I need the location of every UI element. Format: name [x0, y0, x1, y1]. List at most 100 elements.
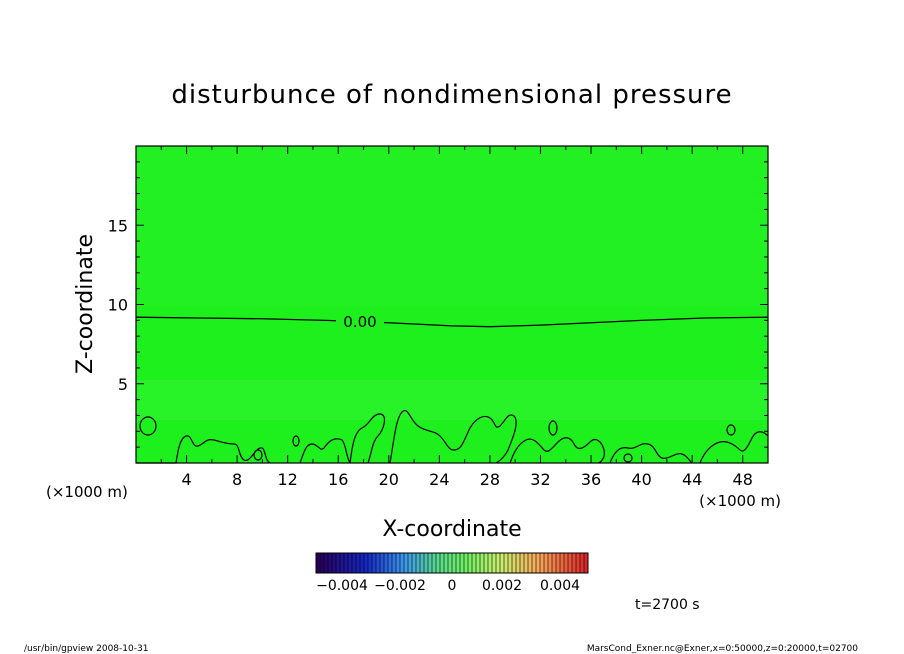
- y-tick-label: 15: [108, 216, 128, 235]
- colorbar-cell: [516, 553, 520, 573]
- surface-contour-loop-2: [292, 435, 300, 447]
- x-unit-left: (×1000 m): [46, 483, 128, 501]
- footer-left: /usr/bin/gpview 2008-10-31: [24, 644, 148, 654]
- colorbar-cell: [360, 553, 364, 573]
- colorbar-cell: [328, 553, 332, 573]
- colorbar-cell: [428, 553, 432, 573]
- field-upper-shade: [136, 146, 768, 306]
- colorbar-cell: [460, 553, 464, 573]
- colorbar-cell: [368, 553, 372, 573]
- y-tick-marks: 5 10 15: [108, 161, 768, 448]
- colorbar-cell: [572, 553, 576, 573]
- y-tick-label: 5: [118, 375, 128, 394]
- colorbar-cell: [532, 553, 536, 573]
- colorbar-cell: [412, 553, 416, 573]
- surface-contour-b: [299, 438, 351, 464]
- colorbar-tick-label: 0: [448, 578, 457, 594]
- colorbar-cell: [432, 553, 436, 573]
- x-tick-label: 12: [278, 470, 298, 489]
- colorbar-cell: [344, 553, 348, 573]
- colorbar: [315, 553, 588, 573]
- x-tick-label: 36: [581, 470, 601, 489]
- colorbar-cell: [332, 553, 336, 573]
- colorbar-cell: [316, 553, 320, 573]
- colorbar-cell: [340, 553, 344, 573]
- colorbar-cell: [468, 553, 472, 573]
- colorbar-cell: [520, 553, 524, 573]
- colorbar-cell: [464, 553, 468, 573]
- x-tick-label: 44: [682, 470, 702, 489]
- colorbar-cell: [584, 553, 588, 573]
- surface-contour-f: [609, 443, 693, 464]
- x-tick-marks: 4 8 12 16 20 24 28 32 36 40 44 48: [160, 146, 753, 489]
- colorbar-tick-label: −0.004: [316, 578, 368, 594]
- colorbar-cell: [552, 553, 556, 573]
- colorbar-cell: [324, 553, 328, 573]
- colorbar-cell: [576, 553, 580, 573]
- colorbar-labels: −0.004 −0.002 0 0.002 0.004: [316, 578, 580, 594]
- colorbar-tick-label: 0.002: [482, 578, 522, 594]
- colorbar-cell: [436, 553, 440, 573]
- surface-contour-g: [699, 431, 769, 464]
- colorbar-cell: [416, 553, 420, 573]
- zero-contour-line: [135, 316, 337, 322]
- colorbar-cell: [448, 553, 452, 573]
- colorbar-cell: [400, 553, 404, 573]
- colorbar-cell: [492, 553, 496, 573]
- x-unit-right: (×1000 m): [699, 492, 781, 510]
- colorbar-cell: [536, 553, 540, 573]
- colorbar-cell: [556, 553, 560, 573]
- colorbar-cell: [444, 553, 448, 573]
- colorbar-cell: [320, 553, 324, 573]
- surface-contour-loop-6: [253, 449, 263, 461]
- colorbar-cell: [488, 553, 492, 573]
- colorbar-cell: [496, 553, 500, 573]
- colorbar-cell: [480, 553, 484, 573]
- colorbar-cell: [440, 553, 444, 573]
- colorbar-cell: [376, 553, 380, 573]
- colorbar-cell: [388, 553, 392, 573]
- zero-contour-line: [383, 316, 769, 328]
- surface-contour-loop-3: [548, 420, 558, 436]
- colorbar-cell: [504, 553, 508, 573]
- x-tick-label: 24: [429, 470, 449, 489]
- colorbar-cell: [472, 553, 476, 573]
- chart-title: disturbunce of nondimensional pressure: [171, 80, 732, 110]
- colorbar-cell: [348, 553, 352, 573]
- colorbar-cell: [352, 553, 356, 573]
- colorbar-frame: [315, 552, 589, 574]
- x-tick-label: 40: [631, 470, 651, 489]
- colorbar-cell: [512, 553, 516, 573]
- colorbar-cell: [384, 553, 388, 573]
- x-tick-label: 16: [328, 470, 348, 489]
- colorbar-cell: [380, 553, 384, 573]
- x-tick-label: 28: [480, 470, 500, 489]
- surface-contour-loop-1: [139, 416, 157, 436]
- colorbar-cell: [364, 553, 368, 573]
- colorbar-cell: [456, 553, 460, 573]
- surface-contour-c: [349, 413, 386, 464]
- surface-contour-loop-4: [726, 424, 736, 436]
- field-lower-shade: [136, 380, 768, 420]
- colorbar-cell: [564, 553, 568, 573]
- x-tick-label: 8: [232, 470, 242, 489]
- surface-contour-d: [389, 410, 517, 464]
- colorbar-cell: [396, 553, 400, 573]
- colorbar-cell: [404, 553, 408, 573]
- zero-contour-group: 0.00: [135, 313, 769, 331]
- surface-contour-a: [136, 435, 271, 464]
- colorbar-cell: [424, 553, 428, 573]
- colorbar-cell: [544, 553, 548, 573]
- x-tick-label: 48: [733, 470, 753, 489]
- x-tick-label: 4: [181, 470, 191, 489]
- footer-right: MarsCond_Exner.nc@Exner,x=0:50000,z=0:20…: [587, 644, 858, 654]
- colorbar-cell: [336, 553, 340, 573]
- colorbar-cell: [568, 553, 572, 573]
- colorbar-cell: [356, 553, 360, 573]
- colorbar-cell: [580, 553, 584, 573]
- y-tick-label: 10: [108, 296, 128, 315]
- colorbar-cell: [476, 553, 480, 573]
- surface-contours: [136, 410, 769, 464]
- x-axis-label: X-coordinate: [382, 517, 521, 542]
